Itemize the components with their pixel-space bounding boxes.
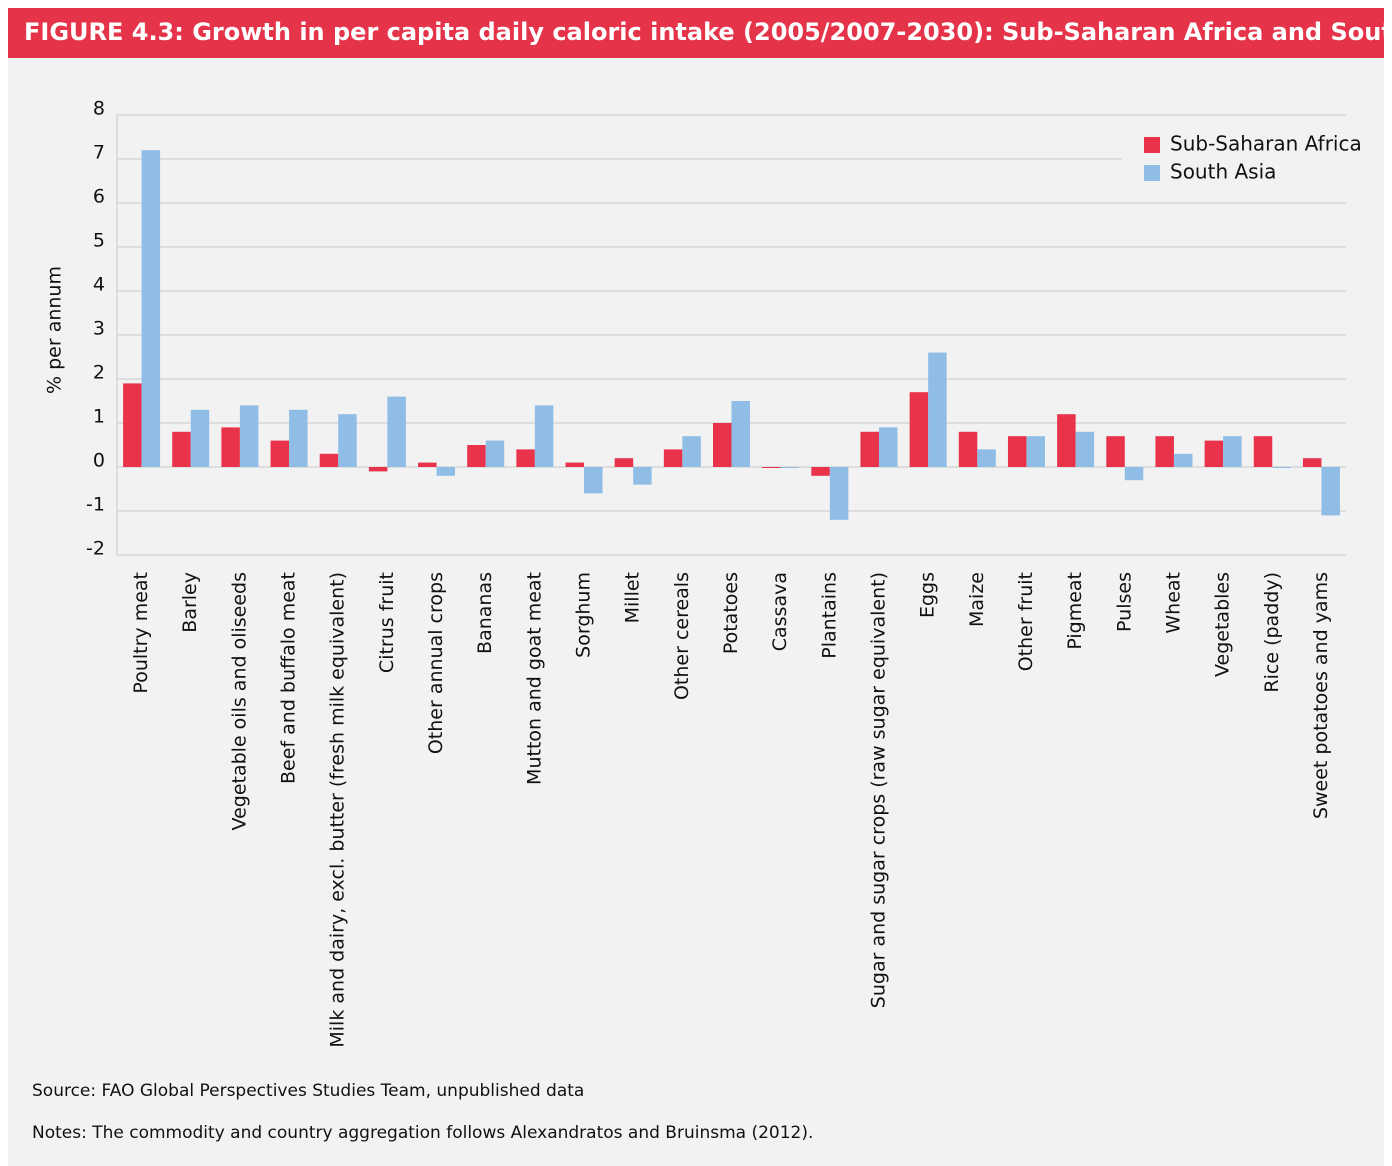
x-tick-label: Plantains (818, 572, 840, 659)
x-tick-label: Rice (paddy) (1261, 572, 1283, 693)
bar (1057, 414, 1076, 467)
panel (8, 8, 1384, 1166)
legend-label: South Asia (1170, 160, 1276, 184)
bar (418, 462, 437, 467)
x-tick-label: Potatoes (720, 572, 742, 654)
bar (1272, 467, 1291, 468)
y-tick-label: 2 (93, 362, 105, 384)
x-tick-label: Sweet potatoes and yams (1310, 572, 1332, 819)
bar (811, 467, 830, 476)
legend-label: Sub-Saharan Africa (1170, 132, 1362, 156)
bar (467, 445, 486, 467)
bar (123, 383, 142, 467)
x-tick-label: Other fruit (1015, 572, 1037, 671)
x-tick-label: Other cereals (671, 572, 693, 700)
bar (1075, 431, 1095, 467)
bar (1007, 436, 1027, 467)
legend-bg (1122, 130, 1384, 188)
y-tick-label: -1 (86, 494, 105, 516)
y-tick-label: 5 (93, 230, 105, 252)
bar (319, 453, 339, 467)
bar (338, 414, 357, 467)
bar (1026, 436, 1045, 467)
x-tick-label: Pulses (1113, 572, 1135, 632)
y-tick-label: 0 (93, 450, 105, 472)
bar (860, 431, 879, 467)
bar (878, 427, 898, 467)
y-tick-label: -2 (86, 538, 105, 560)
bar (633, 467, 652, 485)
bar (909, 392, 929, 467)
bar (270, 440, 290, 467)
bar (731, 401, 750, 467)
bar (1124, 467, 1144, 481)
x-tick-label: Sugar and sugar crops (raw sugar equival… (867, 572, 889, 1008)
source: Source: FAO Global Perspectives Studies … (32, 1081, 584, 1101)
y-tick-label: 6 (93, 186, 105, 208)
header-bar (8, 8, 1384, 58)
x-tick-label: Eggs (917, 572, 939, 618)
bar (663, 449, 683, 467)
notes: Notes: The commodity and country aggrega… (32, 1123, 813, 1143)
x-tick-label: Vegetables (1212, 572, 1234, 677)
bar (928, 352, 947, 467)
x-tick-label: Bananas (474, 572, 496, 654)
bar (387, 396, 406, 467)
x-tick-label: Vegetable oils and oliseeds (228, 572, 250, 830)
x-tick-label: Poultry meat (130, 572, 152, 694)
bar (1253, 436, 1273, 467)
bar (1223, 436, 1242, 467)
bar (682, 436, 701, 467)
bar (780, 467, 800, 468)
x-tick-label: Pigmeat (1064, 572, 1086, 650)
bar (1173, 453, 1193, 467)
x-tick-label: Citrus fruit (376, 572, 398, 673)
bar (368, 467, 388, 472)
bar (762, 467, 781, 468)
bar (1106, 436, 1125, 467)
bar (239, 405, 259, 467)
bar (534, 405, 554, 467)
y-tick-label: 3 (93, 318, 105, 340)
bar (565, 462, 585, 467)
bar (713, 423, 732, 467)
y-tick-label: 7 (93, 142, 105, 164)
x-tick-label: Mutton and goat meat (523, 572, 545, 785)
chart-title: FIGURE 4.3: Growth in per capita daily c… (24, 18, 1392, 46)
bar (614, 458, 634, 467)
y-tick-label: 8 (93, 98, 105, 120)
bar (436, 467, 456, 476)
bar (485, 440, 505, 467)
x-tick-label: Wheat (1162, 572, 1184, 634)
y-tick-label: 4 (93, 274, 105, 296)
x-tick-label: Milk and dairy, excl. butter (fresh milk… (327, 572, 349, 1048)
y-axis-label: % per annum (44, 266, 66, 394)
bar (958, 431, 978, 467)
bar (190, 409, 210, 467)
x-tick-label: Millet (622, 572, 644, 623)
bar (829, 467, 849, 520)
bar (1302, 458, 1322, 467)
x-tick-label: Beef and buffalo meat (278, 572, 300, 784)
bar (584, 467, 603, 494)
bar (1155, 436, 1174, 467)
bar (1321, 467, 1340, 516)
bar (289, 409, 308, 467)
x-tick-label: Sorghum (573, 572, 595, 658)
bar (516, 449, 535, 467)
bar (977, 449, 996, 467)
y-tick-label: 1 (93, 406, 105, 428)
x-tick-label: Cassava (769, 572, 791, 651)
x-tick-label: Barley (179, 572, 201, 633)
x-tick-label: Maize (966, 572, 988, 627)
bar (1204, 440, 1224, 467)
x-tick-label: Other annual crops (425, 572, 447, 754)
bar (172, 431, 191, 467)
bar (141, 150, 161, 467)
bar (221, 427, 240, 467)
legend-swatch (1144, 165, 1160, 181)
legend-swatch (1144, 137, 1160, 153)
